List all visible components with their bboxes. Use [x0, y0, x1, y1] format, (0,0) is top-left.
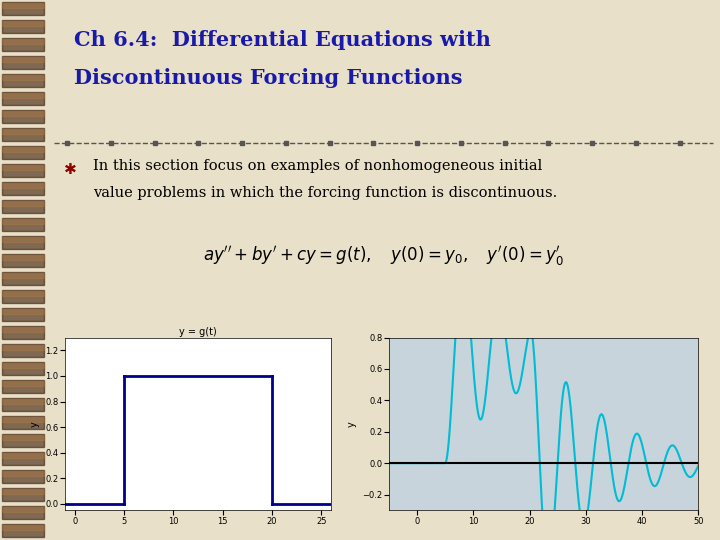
Bar: [2, 56, 45, 69]
Bar: [2, 416, 45, 429]
Bar: [2, 128, 45, 141]
Bar: [2, 398, 45, 411]
Bar: [2, 363, 45, 368]
Bar: [2, 21, 45, 26]
Bar: [2, 272, 45, 285]
Bar: [2, 291, 45, 296]
Bar: [2, 3, 45, 8]
Bar: [2, 92, 45, 105]
Bar: [2, 471, 45, 476]
Text: $ay^{\prime\prime} + by^{\prime} + cy = g(t),$$\quad y(0)= y_0, \quad y^{\prime}: $ay^{\prime\prime} + by^{\prime} + cy = …: [203, 245, 564, 268]
Bar: [2, 362, 45, 375]
Bar: [2, 110, 45, 123]
Bar: [2, 147, 45, 152]
Bar: [2, 524, 45, 537]
Bar: [2, 182, 45, 195]
Text: ✱: ✱: [63, 162, 76, 177]
Bar: [2, 273, 45, 278]
Bar: [2, 326, 45, 339]
Bar: [2, 453, 45, 458]
Bar: [2, 452, 45, 465]
Bar: [2, 200, 45, 213]
Bar: [2, 470, 45, 483]
Text: Ch 6.4:  Differential Equations with: Ch 6.4: Differential Equations with: [73, 30, 490, 50]
Bar: [2, 20, 45, 33]
Text: Discontinuous Forcing Functions: Discontinuous Forcing Functions: [73, 68, 462, 87]
Bar: [2, 309, 45, 314]
Bar: [2, 488, 45, 501]
Bar: [2, 525, 45, 530]
Bar: [2, 344, 45, 357]
Bar: [2, 75, 45, 80]
Bar: [2, 164, 45, 177]
Bar: [2, 507, 45, 512]
Y-axis label: y: y: [347, 421, 357, 427]
Bar: [2, 57, 45, 62]
Bar: [2, 381, 45, 386]
Bar: [2, 111, 45, 116]
Bar: [2, 236, 45, 249]
Bar: [2, 290, 45, 303]
Bar: [2, 327, 45, 332]
Bar: [2, 237, 45, 242]
Y-axis label: y: y: [30, 421, 40, 427]
Bar: [2, 39, 45, 44]
Bar: [2, 165, 45, 170]
Bar: [2, 201, 45, 206]
Bar: [2, 219, 45, 224]
Bar: [2, 74, 45, 87]
Bar: [2, 435, 45, 440]
Bar: [2, 254, 45, 267]
Text: value problems in which the forcing function is discontinuous.: value problems in which the forcing func…: [93, 186, 557, 200]
Bar: [2, 506, 45, 519]
Title: y = g(t): y = g(t): [179, 327, 217, 337]
Bar: [2, 255, 45, 260]
Bar: [2, 489, 45, 494]
Bar: [2, 2, 45, 15]
Bar: [2, 218, 45, 231]
Bar: [2, 434, 45, 447]
Bar: [2, 380, 45, 393]
Bar: [2, 183, 45, 188]
Bar: [2, 129, 45, 134]
Bar: [2, 399, 45, 404]
Bar: [2, 38, 45, 51]
Bar: [2, 93, 45, 98]
Bar: [2, 308, 45, 321]
Bar: [2, 417, 45, 422]
Bar: [2, 345, 45, 350]
Text: In this section focus on examples of nonhomogeneous initial: In this section focus on examples of non…: [93, 159, 542, 173]
Bar: [2, 146, 45, 159]
